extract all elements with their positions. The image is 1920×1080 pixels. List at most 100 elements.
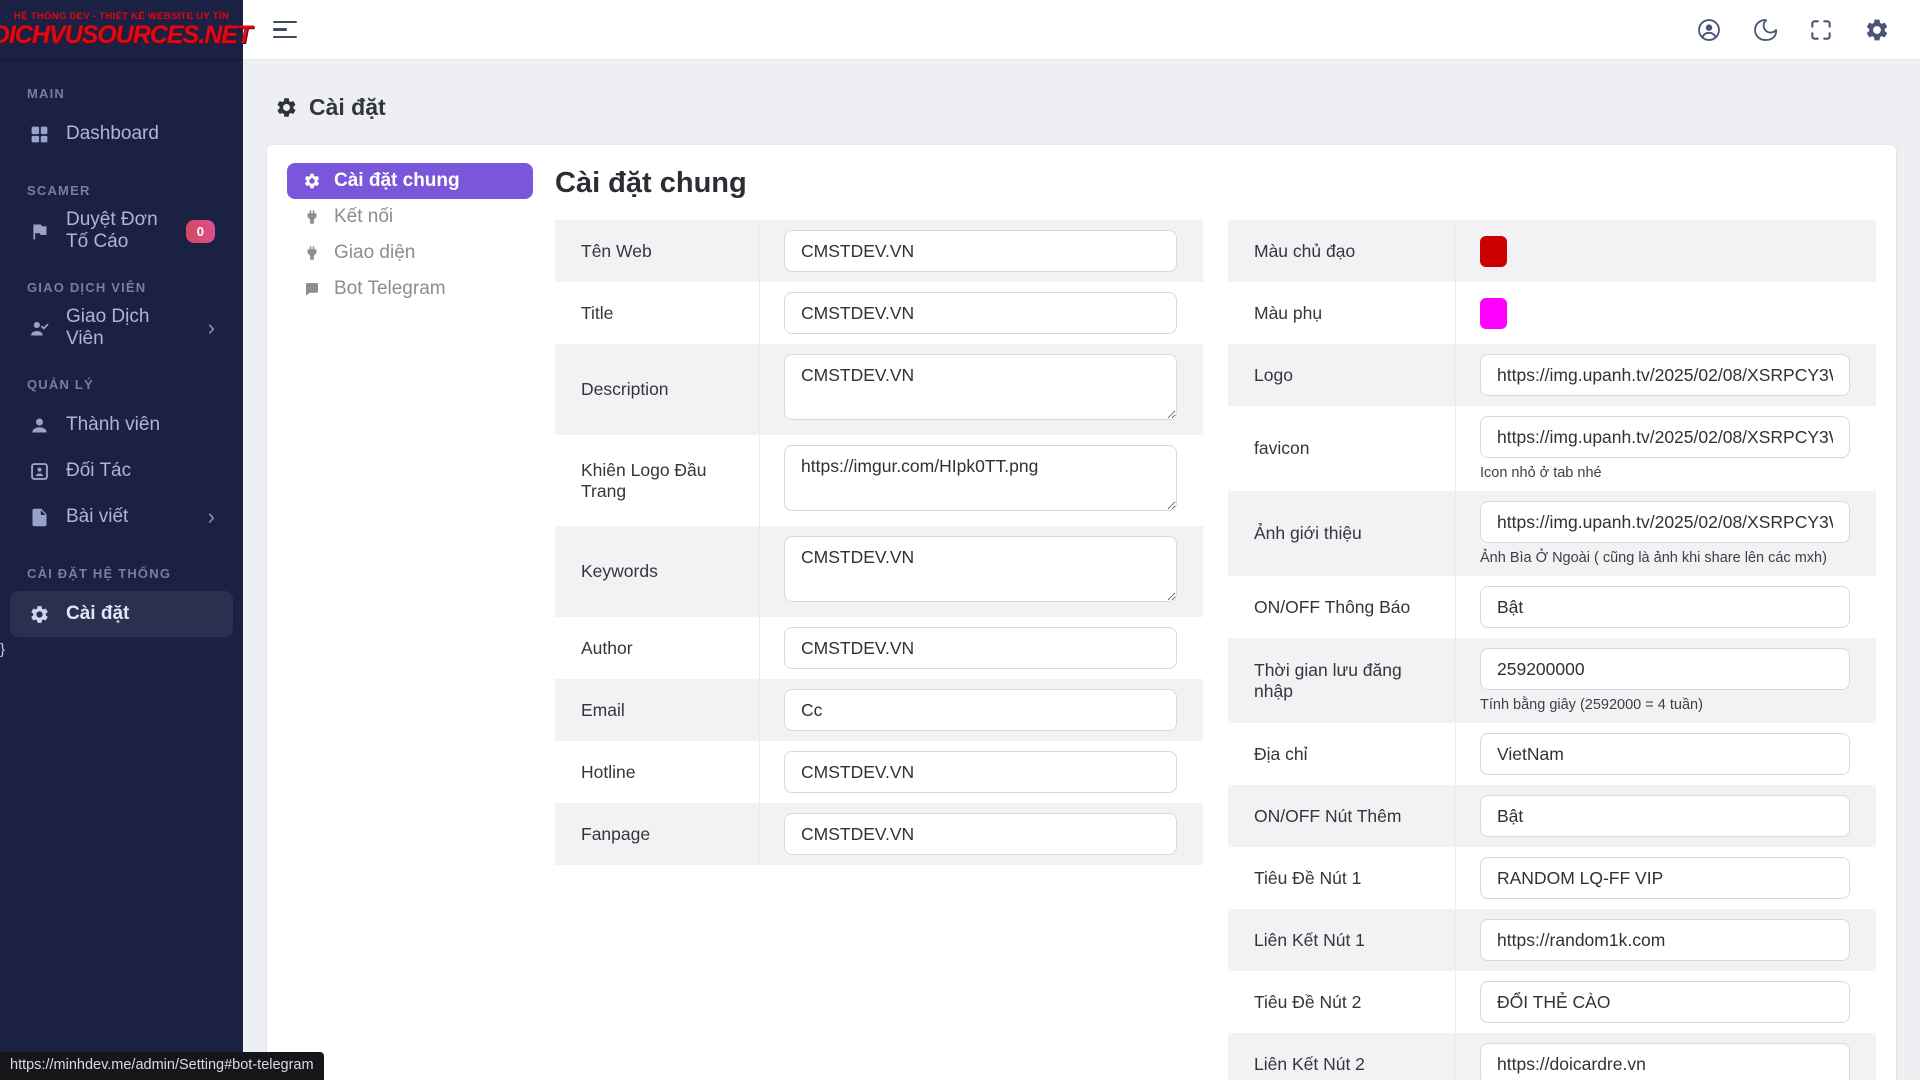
page-title-text: Cài đặt xyxy=(309,94,386,120)
field-label: Liên Kết Nút 1 xyxy=(1228,909,1456,971)
gear-icon[interactable] xyxy=(1864,17,1890,43)
field-label: Logo xyxy=(1228,344,1456,406)
topbar xyxy=(243,0,1920,60)
field-input[interactable] xyxy=(1480,416,1850,458)
page-title: Cài đặt xyxy=(275,94,1896,121)
brand-name: DICHVUSOURCES.NET xyxy=(0,20,252,49)
field-input[interactable] xyxy=(784,230,1177,272)
form-row: Tiêu Đề Nút 1 xyxy=(1228,847,1876,909)
field-input[interactable] xyxy=(1480,857,1850,899)
field-label: Hotline xyxy=(555,741,760,803)
form-row: Màu chủ đạo xyxy=(1228,220,1876,282)
field-label: Tiêu Đề Nút 1 xyxy=(1228,847,1456,909)
sidebar: HỆ THỐNG DEV - THIẾT KẾ WEBSITE UY TÍN D… xyxy=(0,0,252,1080)
tab-label: Giao diện xyxy=(334,242,416,263)
sidebar-item-label: Duyệt Đơn Tố Cáo xyxy=(66,209,158,252)
fullscreen-icon[interactable] xyxy=(1808,17,1834,43)
field-input[interactable] xyxy=(784,751,1177,793)
sidebar-item-label: Bài viết xyxy=(66,506,129,527)
form-row: Tiêu Đề Nút 2 xyxy=(1228,971,1876,1033)
hamburger-menu-icon[interactable] xyxy=(273,16,297,44)
sidebar-item[interactable]: Dashboard xyxy=(10,111,233,157)
field-textarea[interactable] xyxy=(784,445,1177,511)
form-row: Ảnh giới thiệu Ảnh Bìa Ở Ngoài ( cũng là … xyxy=(1228,491,1876,576)
tab-giao-di-n[interactable]: Giao diện xyxy=(287,235,533,271)
tab-label: Cài đặt chung xyxy=(334,170,460,191)
message-icon xyxy=(303,280,321,298)
field-input[interactable] xyxy=(784,292,1177,334)
sidebar-item[interactable]: Cài đặt xyxy=(10,591,233,637)
field-input[interactable] xyxy=(1480,981,1850,1023)
link-preview-tooltip: https://minhdev.me/admin/Setting#bot-tel… xyxy=(0,1052,324,1080)
field-textarea[interactable] xyxy=(784,354,1177,420)
brand-tagline: HỆ THỐNG DEV - THIẾT KẾ WEBSITE UY TÍN xyxy=(14,11,229,23)
sidebar-item[interactable]: Thành viên xyxy=(10,402,233,448)
form-row: Màu phụ xyxy=(1228,282,1876,344)
chevron-right-icon: › xyxy=(207,315,215,340)
field-input[interactable] xyxy=(1480,733,1850,775)
tab-k-t-n-i[interactable]: Kết nối xyxy=(287,199,533,235)
gear-icon xyxy=(303,172,321,190)
section-title: Cài đặt chung xyxy=(555,167,747,199)
field-input[interactable] xyxy=(1480,354,1850,396)
color-swatch[interactable] xyxy=(1480,297,1507,329)
field-label: Khiên Logo Đầu Trang xyxy=(555,435,760,526)
plug-icon xyxy=(303,208,321,226)
sidebar-section-label: GIAO DỊCH VIÊN xyxy=(27,280,147,295)
form-row: Author xyxy=(555,617,1203,679)
field-input[interactable] xyxy=(1480,501,1850,543)
sidebar-item[interactable]: Duyệt Đơn Tố Cáo 0 xyxy=(10,208,233,254)
form-row: Fanpage xyxy=(555,803,1203,865)
content-area: Cài đặt Cài đặt chung Kết nối Giao diện … xyxy=(243,60,1920,1080)
sidebar-section-label: QUẢN LÝ xyxy=(27,377,94,392)
user-circle-icon[interactable] xyxy=(1696,17,1722,43)
form-row: Email xyxy=(555,679,1203,741)
field-help: Tính bằng giây (2592000 = 4 tuần) xyxy=(1480,697,1703,713)
field-label: Màu chủ đạo xyxy=(1228,220,1456,282)
field-label: Description xyxy=(555,344,760,435)
sidebar-item-label: Đối Tác xyxy=(66,460,132,481)
form-row: Tên Web xyxy=(555,220,1203,282)
field-label: Email xyxy=(555,679,760,741)
form-row: Keywords xyxy=(555,526,1203,617)
sidebar-nav: MAIN Dashboard SCAMER Duyệt Đơn Tố Cáo 0 GI… xyxy=(0,60,243,637)
article-icon xyxy=(28,506,50,528)
tab-label: Kết nối xyxy=(334,206,394,227)
tab-c-i-t-chung[interactable]: Cài đặt chung xyxy=(287,163,533,199)
field-label: Author xyxy=(555,617,760,679)
form-row: Title xyxy=(555,282,1203,344)
form-row: Địa chỉ xyxy=(1228,723,1876,785)
field-help: Ảnh Bìa Ở Ngoài ( cũng là ảnh khi share … xyxy=(1480,550,1827,566)
moon-icon[interactable] xyxy=(1752,17,1778,43)
header-actions xyxy=(1696,17,1890,43)
sidebar-item[interactable]: Bài viết › xyxy=(10,494,233,540)
dashboard-icon xyxy=(28,123,50,145)
gear-icon xyxy=(275,96,298,119)
sidebar-item-label: Giao Dịch Viên xyxy=(66,306,150,349)
sidebar-item-label: Cài đặt xyxy=(66,603,130,624)
field-label: ON/OFF Thông Báo xyxy=(1228,576,1456,638)
field-input[interactable] xyxy=(784,627,1177,669)
sidebar-item[interactable]: Đối Tác xyxy=(10,448,233,494)
field-input[interactable] xyxy=(784,689,1177,731)
form-row: Thời gian lưu đăng nhập Tính bằng giây (2… xyxy=(1228,638,1876,723)
brand-logo[interactable]: HỆ THỐNG DEV - THIẾT KẾ WEBSITE UY TÍN D… xyxy=(0,0,252,60)
settings-card: Cài đặt chung Kết nối Giao diện Bot Tele… xyxy=(267,145,1896,1080)
field-input[interactable] xyxy=(1480,919,1850,961)
field-input[interactable] xyxy=(1480,648,1850,690)
field-input[interactable] xyxy=(1480,795,1850,837)
form-row: Liên Kết Nút 2 xyxy=(1228,1033,1876,1080)
field-textarea[interactable] xyxy=(784,536,1177,602)
color-swatch[interactable] xyxy=(1480,235,1507,267)
settings-tab-list: Cài đặt chung Kết nối Giao diện Bot Tele… xyxy=(287,163,533,307)
form-row: Liên Kết Nút 1 xyxy=(1228,909,1876,971)
form-row: favicon Icon nhỏ ở tab nhé xyxy=(1228,406,1876,491)
tab-bot-telegram[interactable]: Bot Telegram xyxy=(287,271,533,307)
sidebar-item[interactable]: Giao Dịch Viên › xyxy=(10,305,233,351)
field-input[interactable] xyxy=(1480,586,1850,628)
form-row: ON/OFF Nút Thêm xyxy=(1228,785,1876,847)
field-label: Fanpage xyxy=(555,803,760,865)
field-input[interactable] xyxy=(784,813,1177,855)
field-input[interactable] xyxy=(1480,1043,1850,1080)
